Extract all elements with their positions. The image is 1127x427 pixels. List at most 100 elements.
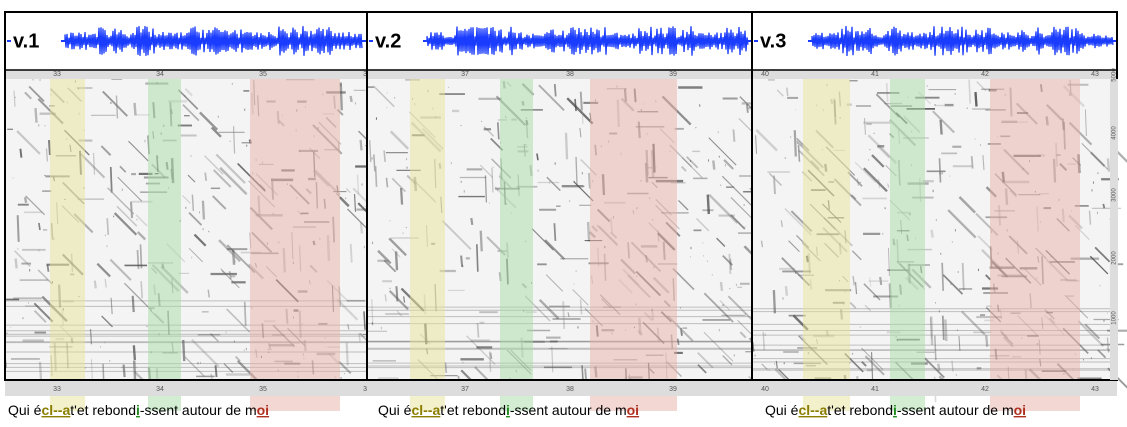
y-tick-label: 4000 xyxy=(1112,126,1118,140)
streak xyxy=(1106,158,1111,172)
streak xyxy=(974,92,978,107)
streak xyxy=(1094,246,1111,263)
caption-part: cl--a xyxy=(41,402,70,418)
x-tick-label: 39 xyxy=(669,71,677,78)
streak xyxy=(338,196,350,208)
streak xyxy=(544,239,566,260)
streak xyxy=(338,360,352,375)
waveform xyxy=(64,26,363,56)
streak xyxy=(941,315,945,341)
streak xyxy=(864,304,872,312)
streak xyxy=(727,295,753,321)
caption-part: cl--a xyxy=(411,402,440,418)
streak xyxy=(1084,109,1087,137)
streak xyxy=(484,175,488,203)
streak xyxy=(708,137,737,166)
streak xyxy=(947,209,977,239)
streak xyxy=(572,289,589,306)
streak xyxy=(106,218,110,236)
highlight-band xyxy=(148,79,181,411)
streak xyxy=(760,240,764,248)
streak xyxy=(531,228,554,251)
streak xyxy=(33,302,54,323)
streak xyxy=(204,172,208,181)
streak xyxy=(491,167,494,193)
streak xyxy=(47,140,52,156)
streak xyxy=(856,178,860,186)
streak xyxy=(942,274,964,295)
version-label-bg xyxy=(373,30,423,52)
streak xyxy=(775,360,778,369)
streak xyxy=(373,85,395,108)
caption-part: -ssent autour de m xyxy=(140,402,257,418)
streak xyxy=(1102,203,1106,209)
streak xyxy=(243,301,247,326)
tick-strip xyxy=(752,380,1117,396)
streak xyxy=(107,187,135,215)
streak xyxy=(551,346,554,373)
caption: Qui écl--at'et rebondi-ssent autour de m… xyxy=(378,402,639,418)
streak xyxy=(944,319,948,341)
streak xyxy=(536,153,539,161)
x-tick-label: 33 xyxy=(53,71,61,78)
caption-part: oi xyxy=(1014,402,1026,418)
streak xyxy=(712,160,716,170)
caption: Qui écl--at'et rebondi-ssent autour de m… xyxy=(765,402,1026,418)
streak xyxy=(546,176,561,192)
streak xyxy=(479,230,483,252)
streak xyxy=(132,345,137,361)
streak xyxy=(863,117,867,135)
streak xyxy=(1084,323,1101,340)
streak xyxy=(732,129,736,142)
streak xyxy=(773,175,776,195)
tick-strip xyxy=(367,70,752,79)
streak xyxy=(723,159,734,170)
streak xyxy=(924,357,945,379)
streak xyxy=(697,351,714,369)
streak xyxy=(851,250,862,261)
streak xyxy=(776,89,784,97)
streak xyxy=(199,111,219,131)
streak xyxy=(46,264,50,272)
streak xyxy=(863,283,881,301)
streak xyxy=(797,144,801,162)
streak xyxy=(586,221,591,242)
streak xyxy=(958,336,961,352)
streak xyxy=(215,153,246,184)
x-tick-label: 42 xyxy=(981,71,989,78)
streak xyxy=(359,222,364,234)
streak xyxy=(762,331,765,351)
streak xyxy=(877,179,881,188)
streak xyxy=(93,280,97,289)
y-tick-label: 5000 xyxy=(1112,68,1118,82)
streak xyxy=(347,324,350,330)
streak xyxy=(353,194,357,212)
streak xyxy=(941,262,945,291)
caption-part: -ssent autour de m xyxy=(897,402,1014,418)
streak xyxy=(349,95,353,103)
streak xyxy=(182,104,200,122)
streak xyxy=(755,129,778,152)
streak xyxy=(768,172,783,187)
streak xyxy=(128,140,149,162)
streak xyxy=(25,195,46,216)
streak xyxy=(191,338,220,368)
streak xyxy=(223,363,234,373)
streak xyxy=(349,243,353,263)
streak xyxy=(140,281,143,299)
streak xyxy=(854,161,876,183)
highlight-band xyxy=(50,79,85,411)
x-tick-label: 42 xyxy=(981,386,989,393)
streak xyxy=(788,240,800,253)
tick-strip xyxy=(5,70,367,79)
caption-part: t'et rebond xyxy=(70,402,136,418)
streak xyxy=(579,127,582,138)
streak xyxy=(871,154,885,168)
streak xyxy=(951,360,954,372)
streak xyxy=(703,292,734,323)
streak xyxy=(101,315,114,328)
streak xyxy=(225,308,251,333)
streak xyxy=(849,301,857,309)
